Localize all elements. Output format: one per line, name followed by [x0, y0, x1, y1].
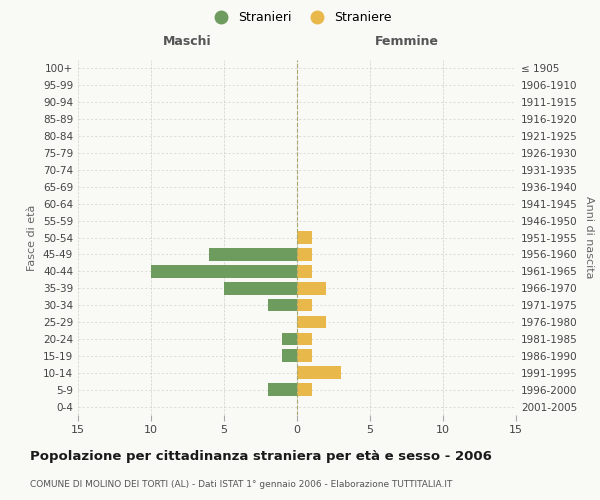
Bar: [297, 350, 311, 362]
Bar: [297, 366, 341, 379]
Y-axis label: Anni di nascita: Anni di nascita: [584, 196, 594, 279]
Bar: [283, 350, 297, 362]
Text: Femmine: Femmine: [374, 35, 439, 48]
Bar: [268, 299, 297, 312]
Y-axis label: Fasce di età: Fasce di età: [28, 204, 37, 270]
Legend: Stranieri, Straniere: Stranieri, Straniere: [203, 6, 397, 29]
Bar: [297, 316, 326, 328]
Text: Popolazione per cittadinanza straniera per età e sesso - 2006: Popolazione per cittadinanza straniera p…: [30, 450, 492, 463]
Bar: [297, 231, 311, 244]
Bar: [297, 265, 311, 278]
Text: COMUNE DI MOLINO DEI TORTI (AL) - Dati ISTAT 1° gennaio 2006 - Elaborazione TUTT: COMUNE DI MOLINO DEI TORTI (AL) - Dati I…: [30, 480, 452, 489]
Text: Maschi: Maschi: [163, 35, 212, 48]
Bar: [297, 299, 311, 312]
Bar: [297, 248, 311, 260]
Bar: [224, 282, 297, 294]
Bar: [283, 332, 297, 345]
Bar: [297, 384, 311, 396]
Bar: [297, 332, 311, 345]
Bar: [209, 248, 297, 260]
Bar: [297, 282, 326, 294]
Bar: [268, 384, 297, 396]
Bar: [151, 265, 297, 278]
